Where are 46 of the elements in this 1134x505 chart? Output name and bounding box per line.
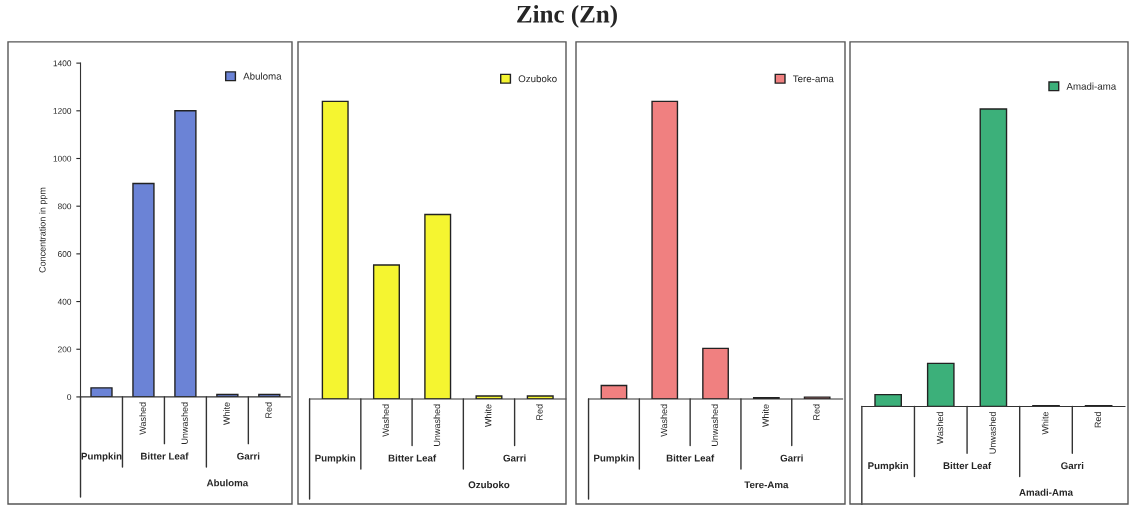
x-tick-label: White <box>484 404 492 427</box>
x-tick-label: Washed <box>139 402 146 435</box>
y-tick-label: 400 <box>57 298 72 305</box>
x-tick-label: White <box>762 404 769 427</box>
y-tick-label: 800 <box>57 203 72 210</box>
legend-label: Ozuboko <box>518 75 557 83</box>
text: Garri <box>237 452 260 460</box>
x-axis-title: Tere-Ama <box>744 481 789 489</box>
chart-title: Zinc (Zn) <box>517 5 617 28</box>
x-tick-label: White <box>223 402 230 425</box>
text: Pumpkin <box>868 461 909 472</box>
text: Pumpkin <box>315 454 356 464</box>
x-tick-label: Washed <box>936 412 944 445</box>
text: Bitter Leaf <box>666 454 715 462</box>
text: Bitter Leaf <box>388 454 437 462</box>
y-tick-label: 1200 <box>53 108 72 114</box>
y-tick-label: 600 <box>58 251 72 257</box>
x-axis-title: Abuloma <box>206 479 249 487</box>
y-tick-label: 1400 <box>53 60 72 67</box>
text: Bitter Leaf <box>943 461 992 470</box>
x-tick-label: Red <box>265 402 272 418</box>
text: Garri <box>780 454 803 462</box>
text: Pumpkin <box>81 452 122 462</box>
x-tick-label: Red <box>1094 412 1102 428</box>
x-tick-label: Unwashed <box>989 412 996 454</box>
y-tick-label: 0 <box>67 394 72 401</box>
text: Garri <box>503 454 526 462</box>
x-tick-label: Washed <box>382 404 389 437</box>
x-axis-title: Ozuboko <box>468 481 510 489</box>
y-tick-label: 1000 <box>53 155 72 162</box>
y-axis-title: Concentration in ppm <box>38 187 48 273</box>
x-axis-title: Amadi-Ama <box>1019 488 1074 496</box>
text: Garri <box>1061 461 1084 470</box>
x-tick-label: Red <box>812 404 820 420</box>
text: Bitter Leaf <box>141 452 189 460</box>
text: Pumpkin <box>594 454 634 464</box>
legend-label: Abuloma <box>243 72 282 80</box>
x-tick-label: Unwashed <box>433 404 441 446</box>
legend-label: Tere-ama <box>792 75 834 83</box>
x-tick-label: Unwashed <box>711 404 718 446</box>
x-tick-label: Red <box>536 404 543 420</box>
x-tick-label: Washed <box>660 404 668 437</box>
x-tick-label: Unwashed <box>181 402 188 444</box>
legend-label: Amadi-ama <box>1066 82 1117 90</box>
x-tick-label: White <box>1041 411 1049 435</box>
y-tick-label: 200 <box>58 346 72 353</box>
